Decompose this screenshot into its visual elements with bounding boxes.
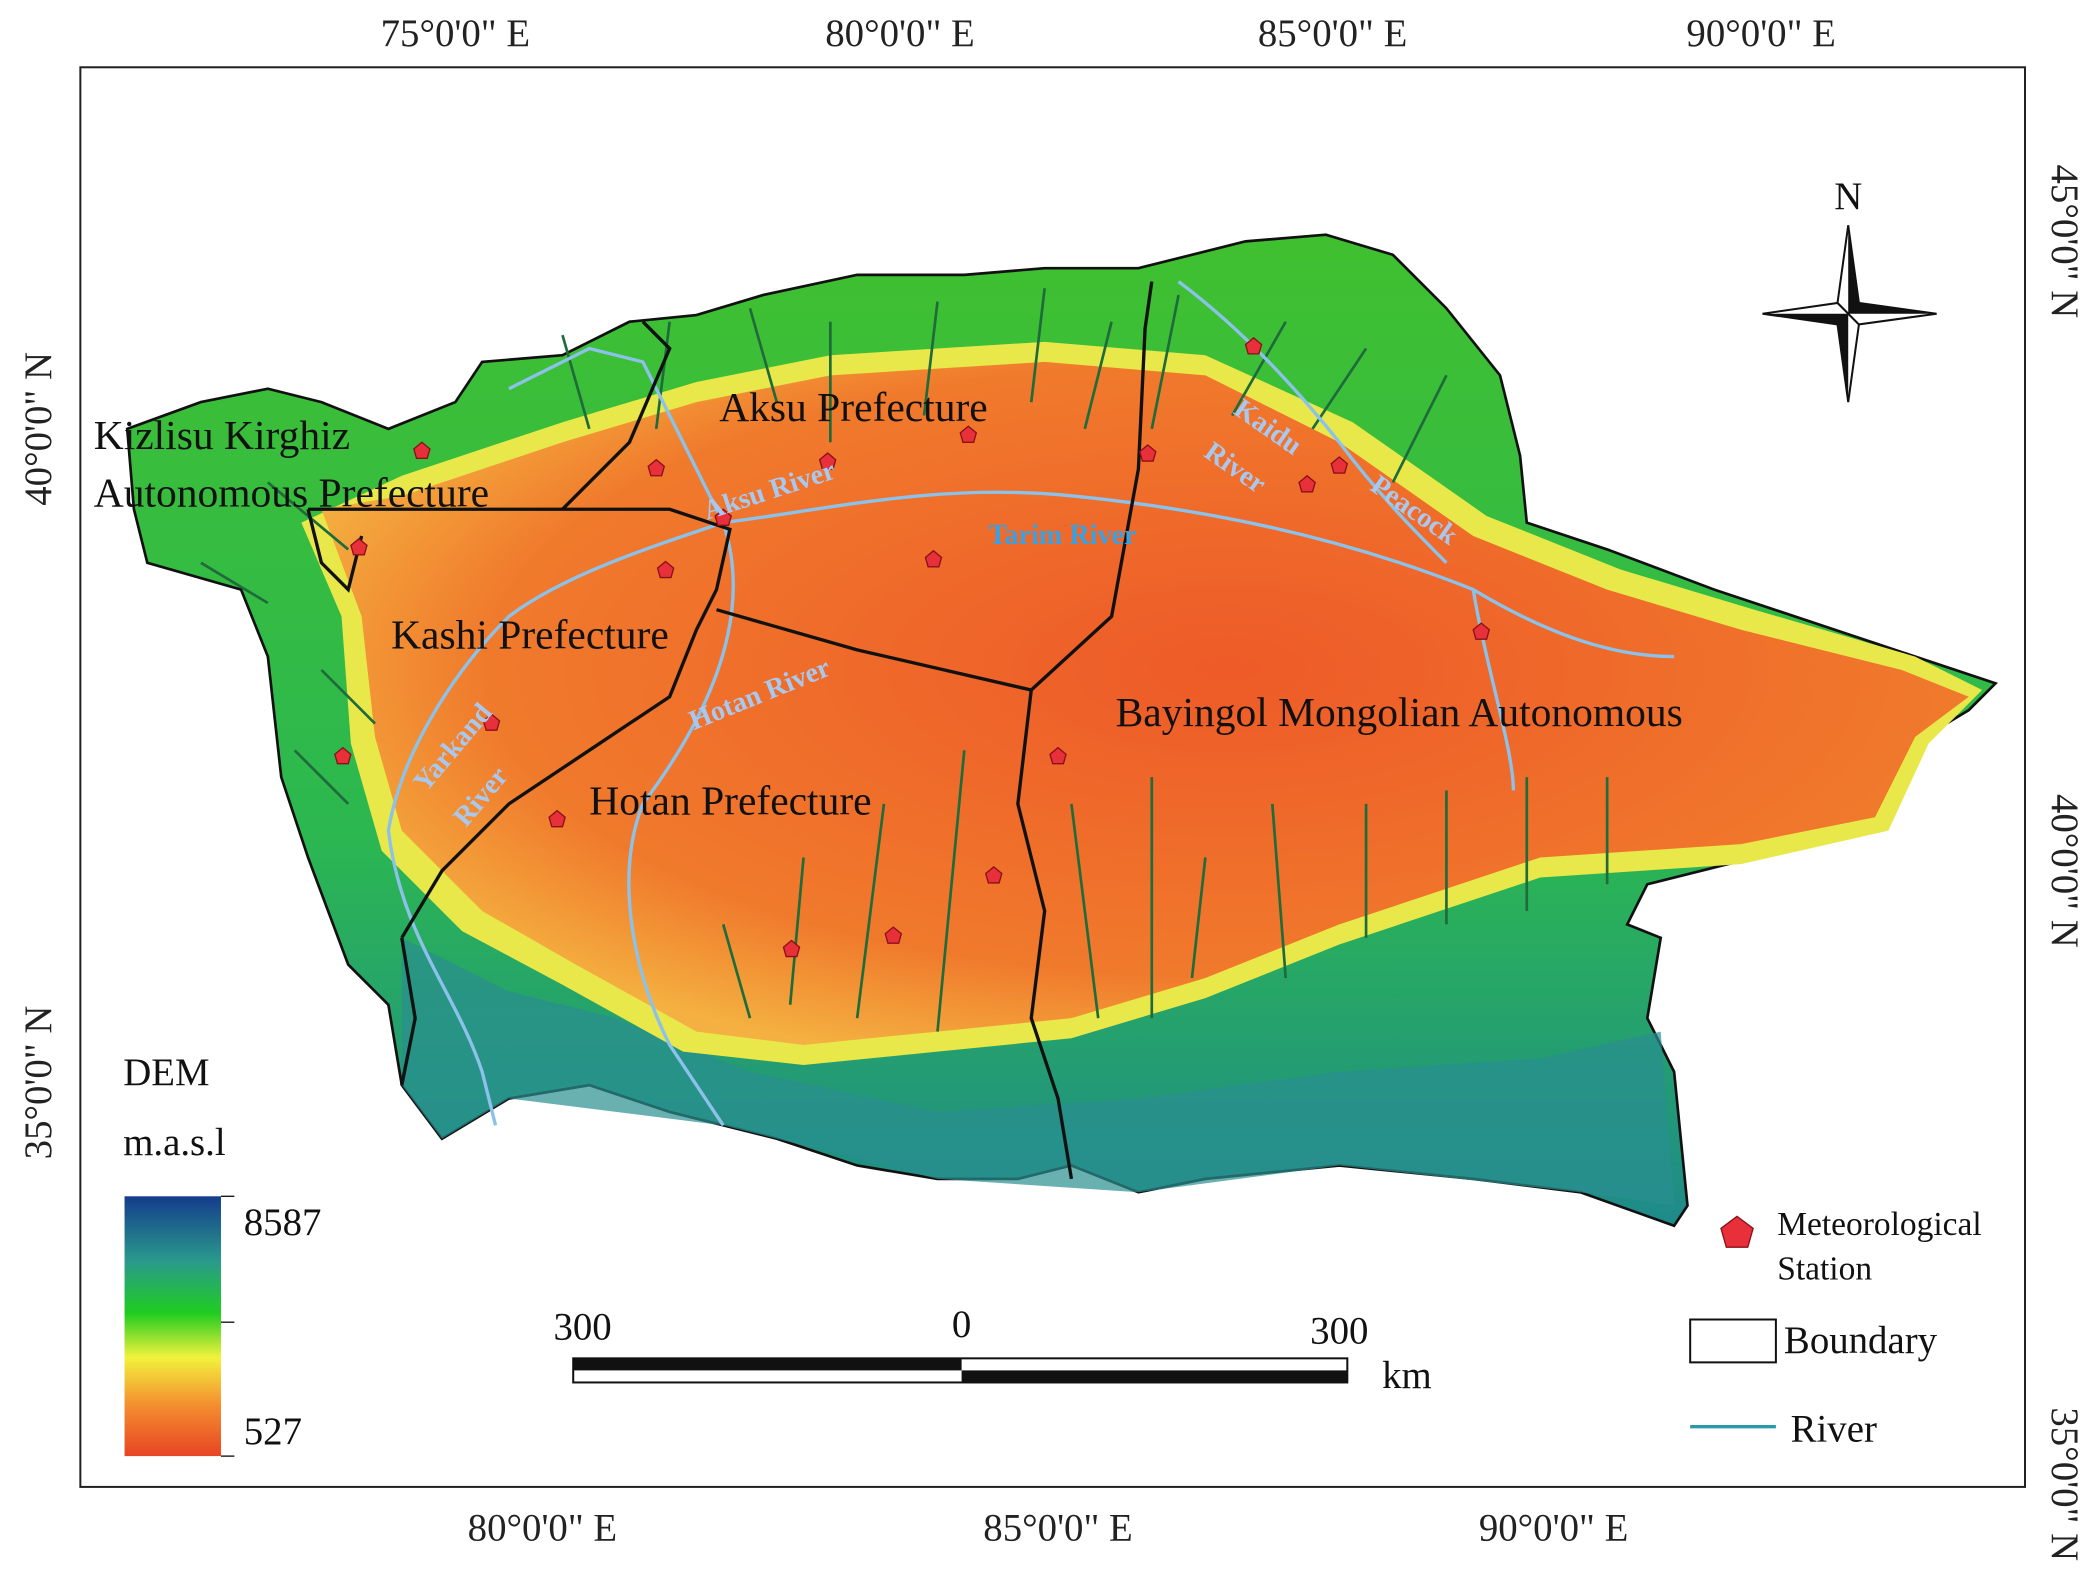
region-label: Hotan Prefecture [589,778,871,824]
river-label: Tarim River [988,520,1136,551]
region-label: Kizlisu Kirghiz [94,412,350,458]
legend-label: River [1791,1407,1877,1450]
legend-label: Station [1777,1250,1872,1287]
legend-min: 527 [244,1410,302,1453]
color-ramp [124,1196,221,1457]
bottom-coord-label: 85°0'0" E [983,1506,1132,1549]
right-coord-label: 35°0'0" N [2043,1407,2086,1561]
right-coord-label: 40°0'0" N [2043,794,2086,948]
stations [334,336,1491,958]
scale-unit: km [1382,1354,1432,1397]
left-coord-label: 40°0'0" N [17,352,60,506]
top-coord-label: 85°0'0" E [1258,12,1407,55]
symbol-legend: Meteorological Station Boundary River [1689,1206,1982,1450]
right-coord-label: 45°0'0" N [2043,164,2086,318]
dem-legend: DEM m.a.s.l 8587 527 [123,1051,322,1457]
region-labels: Kizlisu Kirghiz Autonomous Prefecture Ak… [94,384,1683,824]
left-coord-label: 35°0'0" N [17,1006,60,1160]
compass: N [1762,175,1937,403]
tributaries [200,288,1609,1032]
legend-label: Boundary [1784,1319,1938,1362]
scale-label: 300 [553,1306,611,1349]
compass-label: N [1834,175,1862,218]
terrain [125,233,1999,1228]
scale-label: 300 [1310,1310,1368,1353]
top-coord-label: 90°0'0" E [1686,12,1835,55]
region-label: Aksu Prefecture [719,384,988,430]
bottom-coord-label: 80°0'0" E [468,1506,617,1549]
boundaries [306,281,1154,1180]
bottom-coord-label: 90°0'0" E [1479,1506,1628,1549]
top-coord-label: 75°0'0" E [381,12,530,55]
rivers [386,280,1675,1127]
region-label: Autonomous Prefecture [94,470,489,516]
scale-bar: 300 0 300 km [553,1303,1431,1397]
region-label: Kashi Prefecture [391,612,669,658]
legend-title: DEM [123,1051,209,1094]
top-coord-label: 80°0'0" E [825,12,974,55]
region-label: Bayingol Mongolian Autonomous [1116,689,1683,735]
legend-unit: m.a.s.l [123,1121,226,1164]
scale-label: 0 [952,1303,971,1346]
coordinate-labels: 75°0'0" E 80°0'0" E 85°0'0" E 90°0'0" E … [17,12,2086,1561]
legend-label: Meteorological [1777,1206,1981,1243]
legend-max: 8587 [244,1201,322,1244]
